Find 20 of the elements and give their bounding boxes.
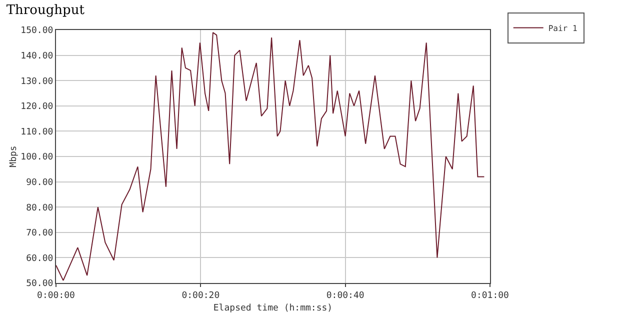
y-tick-label: 90.00 xyxy=(26,178,54,188)
x-tick-label: 0:01:00 xyxy=(471,290,509,301)
y-tick-label: 120.00 xyxy=(20,102,54,112)
y-axis-title: Mbps xyxy=(9,146,20,168)
y-tick-label: 80.00 xyxy=(26,203,54,214)
y-tick-label: 60.00 xyxy=(26,254,54,264)
x-axis-title: Elapsed time (h:mm:ss) xyxy=(213,304,333,314)
chart-title: Throughput xyxy=(6,2,86,18)
y-tick-label: 140.00 xyxy=(20,51,54,62)
y-tick-label: 150.00 xyxy=(20,26,54,36)
y-tick-label: 50.00 xyxy=(26,279,54,290)
y-tick-label: 130.00 xyxy=(20,76,54,87)
line-series xyxy=(56,32,485,281)
x-tick-label: 0:00:40 xyxy=(326,290,364,301)
legend-label: Pair 1 xyxy=(548,24,578,33)
x-tick-label: 0:00:20 xyxy=(182,290,220,301)
x-tick-label: 0:00:00 xyxy=(37,290,75,301)
y-tick-label: 70.00 xyxy=(26,228,54,239)
y-tick-label: 100.00 xyxy=(20,152,54,163)
y-tick-label: 110.00 xyxy=(20,127,54,138)
